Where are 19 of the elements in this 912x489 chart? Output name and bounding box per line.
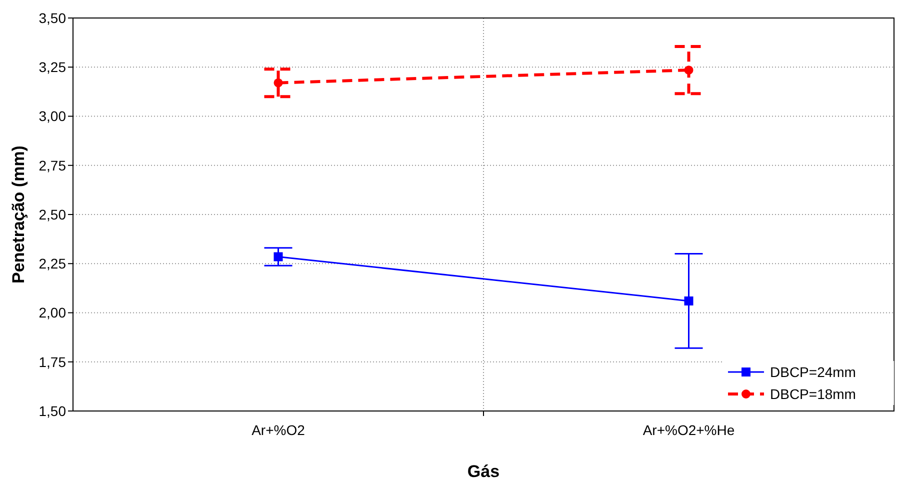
point (684, 66, 694, 75)
y-tick-label: 3,00 (38, 108, 66, 124)
y-tick-label: 2,75 (38, 157, 66, 174)
y-tick-label: 1,75 (38, 354, 66, 370)
x-tick-label: Ar+%O2 (252, 422, 306, 438)
legend-label: DBCP=18mm (770, 386, 856, 402)
y-tick-label: 2,00 (38, 304, 66, 321)
point (274, 78, 283, 88)
y-tick-label: 2,50 (38, 206, 66, 222)
point (274, 252, 283, 262)
y-tick-label: 2,25 (38, 256, 66, 272)
point (684, 296, 694, 306)
y-axis-title: Penetração (mm) (9, 146, 28, 284)
x-axis-title: Gás (467, 462, 500, 481)
y-tick-label: 3,50 (38, 10, 66, 26)
legend-label: DBCP=24mm (770, 364, 856, 380)
x-tick-label: Ar+%O2+%He (642, 422, 735, 438)
y-tick-label: 1,50 (38, 402, 66, 419)
y-tick-label: 3,25 (38, 59, 66, 76)
